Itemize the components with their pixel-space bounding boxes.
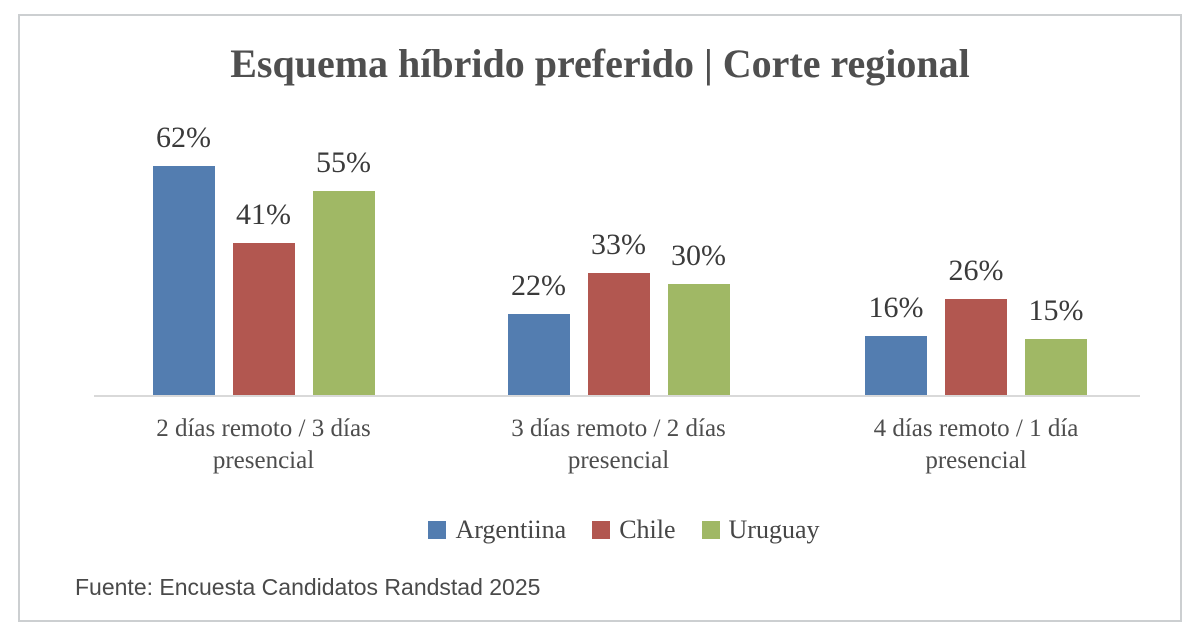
bar-column: 55% (312, 146, 375, 395)
bar-group: 16% 26% 15% (865, 254, 1087, 395)
bar-column: 16% (865, 291, 927, 395)
chart-title: Esquema híbrido preferido | Corte region… (230, 41, 970, 86)
bar-group: 22% 33% 30% (507, 228, 730, 395)
bar-value-label: 15% (1028, 294, 1084, 327)
bar-column: 41% (232, 198, 295, 395)
category-label: 2 días remoto / 3 días presencial (156, 415, 371, 474)
category-labels: 2 días remoto / 3 días presencial 3 días r… (20, 413, 1180, 499)
bar-argentiina (152, 166, 215, 395)
bar-column: 15% (1025, 294, 1087, 395)
bar-uruguay (1025, 339, 1087, 395)
bar-value-label: 41% (236, 198, 291, 231)
bar-value-label: 16% (868, 291, 924, 324)
bar-argentiina (865, 336, 927, 395)
bar-value-label: 62% (156, 121, 211, 154)
legend-label: Uruguay (728, 515, 820, 544)
bar-uruguay (312, 191, 375, 395)
legend-swatch (592, 521, 611, 539)
bar-value-label: 22% (511, 269, 566, 302)
bar-value-label: 55% (316, 146, 371, 179)
bar-chile (945, 299, 1007, 395)
bar-chile (232, 243, 295, 395)
legend-item-argentiina: Argentiina (428, 515, 566, 545)
bar-column: 33% (587, 228, 650, 395)
bar-group: 62% 41% 55% (152, 121, 375, 395)
bar-column: 26% (945, 254, 1007, 395)
source-note: Fuente: Encuesta Candidatos Randstad 202… (75, 574, 541, 600)
legend-swatch (428, 521, 447, 539)
legend-item-uruguay: Uruguay (701, 515, 820, 545)
legend-label: Chile (619, 515, 676, 544)
bar-value-label: 33% (591, 228, 646, 261)
bar-column: 22% (507, 269, 570, 395)
bar-value-label: 30% (671, 239, 726, 272)
legend-swatch (701, 521, 720, 539)
chart-card: Esquema híbrido preferido | Corte region… (18, 14, 1182, 622)
bar-argentiina (507, 314, 570, 395)
legend-item-chile: Chile (592, 515, 676, 545)
bar-column: 30% (667, 239, 730, 395)
bar-chile (587, 273, 650, 395)
legend-label: Argentiina (455, 515, 567, 544)
bar-column: 62% (152, 121, 215, 395)
plot-area: 62% 41% 55% 22% 33% 30% 16% 26% 15% (20, 16, 1180, 397)
bar-value-label: 26% (948, 254, 1004, 287)
legend: Argentiina Chile Uruguay (44, 515, 1200, 545)
category-label: 3 días remoto / 2 días presencial (511, 415, 726, 474)
category-label: 4 días remoto / 1 día presencial (873, 415, 1079, 474)
x-axis-line (94, 395, 1140, 397)
bar-uruguay (667, 284, 730, 395)
